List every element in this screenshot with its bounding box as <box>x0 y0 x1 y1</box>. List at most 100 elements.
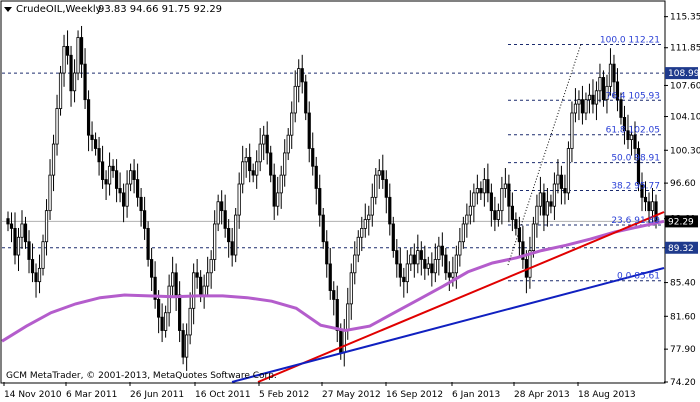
candle-body <box>391 223 395 251</box>
candle-body <box>107 165 112 185</box>
grid-layer <box>2 72 664 249</box>
candle-body <box>370 196 374 216</box>
fib-level-label: 76.4 105.93 <box>606 91 660 101</box>
candle-body <box>521 241 525 260</box>
candle-body <box>293 85 297 114</box>
candle-body <box>356 236 360 256</box>
candle-body <box>90 134 94 141</box>
candle-body <box>416 250 420 265</box>
candle-body <box>353 254 357 274</box>
candle-body <box>132 170 136 180</box>
candle-body <box>409 254 413 265</box>
candle-body <box>531 223 536 251</box>
chart-menu-icon[interactable] <box>4 7 12 12</box>
candle-body <box>297 68 301 87</box>
candle-body <box>381 170 385 180</box>
candle-body <box>128 170 133 185</box>
candle-body <box>27 241 31 260</box>
candle-body <box>34 272 38 283</box>
candle-body <box>629 134 634 141</box>
candle-body <box>528 250 532 278</box>
candle-body <box>143 210 147 229</box>
candle-body <box>591 94 595 105</box>
candle-body <box>538 192 543 207</box>
candle-body <box>475 188 479 194</box>
time-axis[interactable]: 14 Nov 2010 6 Mar 2011 26 Jun 2011 16 Oct 2… <box>3 382 636 400</box>
fibonacci-lines <box>508 44 664 282</box>
price-tick-label: 104.10 <box>670 113 700 123</box>
candle-body <box>300 68 304 83</box>
candle-body <box>258 143 262 163</box>
level-price-tag[interactable] <box>665 67 698 80</box>
candle-body <box>377 170 381 176</box>
candle-body <box>398 263 402 278</box>
fib-level-label: 23.6 91.89 <box>611 216 660 226</box>
fib-level-label: 61.8 102.05 <box>606 126 660 136</box>
candle-body <box>160 316 164 331</box>
plot-frame <box>0 0 666 384</box>
candle-body <box>542 192 546 216</box>
candle-body <box>559 174 564 189</box>
time-tick-label: 26 Jun 2011 <box>130 390 184 400</box>
candle-body <box>65 45 70 56</box>
time-tick-label: 6 Jan 2013 <box>452 390 500 400</box>
time-tick-label: 16 Sep 2012 <box>386 390 443 400</box>
candle-body <box>199 276 203 296</box>
candle-body <box>37 267 42 283</box>
candle-body <box>465 214 469 225</box>
candle-body <box>430 263 434 274</box>
candle-body <box>192 272 196 309</box>
candle-body <box>654 201 658 222</box>
level-price-tag[interactable] <box>665 241 698 254</box>
candle-body <box>314 165 318 189</box>
candle-body <box>321 214 325 243</box>
candle-body <box>472 192 476 207</box>
candle-body <box>209 259 213 274</box>
candle-body <box>552 183 557 207</box>
candle-body <box>62 45 66 74</box>
candle-body <box>577 99 581 105</box>
candle-body <box>272 174 276 207</box>
candle-body <box>608 63 613 87</box>
candle-body <box>153 276 157 300</box>
trendline-blue[interactable] <box>231 267 665 383</box>
candle-body <box>135 179 140 198</box>
candle-body <box>276 192 280 207</box>
candle-body <box>440 245 444 256</box>
candle-body <box>121 192 126 207</box>
candle-body <box>234 214 238 256</box>
candle-body <box>97 148 101 163</box>
candle-body <box>213 223 217 260</box>
candle-body <box>114 170 119 189</box>
candle-body <box>93 139 98 149</box>
candle-body <box>444 254 448 274</box>
price-tags: 108.99 89.32 92.29 <box>665 67 700 254</box>
symbol-timeframe: CrudeOIL,Weekly <box>16 4 102 15</box>
candle-body <box>20 223 24 238</box>
candle-body <box>100 161 105 180</box>
candle-body <box>325 241 329 265</box>
candle-body <box>286 134 290 154</box>
candle-body <box>104 179 108 185</box>
trendline-red[interactable] <box>257 211 665 383</box>
candle-body <box>412 254 416 265</box>
candle-body <box>458 241 462 256</box>
candle-body <box>311 148 315 167</box>
candle-body <box>265 134 269 154</box>
candle-body <box>150 259 154 278</box>
candle-body <box>111 165 115 172</box>
current-price-tag-text: 92.29 <box>668 217 694 227</box>
candle-body <box>332 290 336 300</box>
candle-body <box>6 218 10 225</box>
candle-body <box>202 285 206 296</box>
candle-body <box>283 152 287 176</box>
candle-body <box>374 174 378 198</box>
candle-body <box>461 223 465 243</box>
candle-body <box>580 99 585 114</box>
candle-body <box>51 143 56 176</box>
candle-body <box>346 303 350 331</box>
candle-body <box>79 37 84 65</box>
candle-body <box>118 188 122 194</box>
candle-body <box>328 263 332 291</box>
